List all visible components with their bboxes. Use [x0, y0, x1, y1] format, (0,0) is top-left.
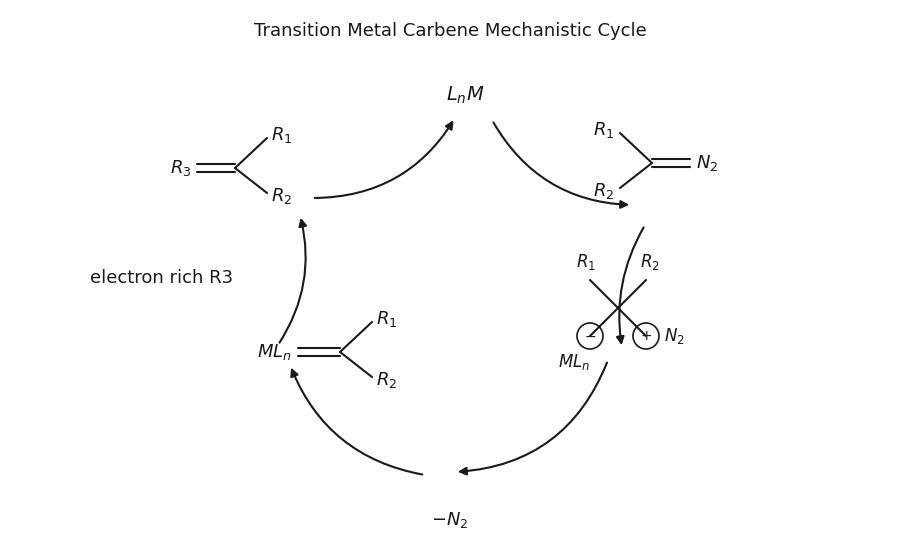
FancyArrowPatch shape	[460, 362, 607, 474]
Text: $R_1$: $R_1$	[592, 120, 614, 140]
Text: $R_1$: $R_1$	[576, 252, 596, 272]
Text: $R_2$: $R_2$	[271, 186, 292, 206]
Text: $R_1$: $R_1$	[271, 125, 292, 145]
Text: $R_2$: $R_2$	[376, 370, 397, 390]
Text: $-N_2$: $-N_2$	[431, 510, 469, 530]
FancyArrowPatch shape	[280, 220, 306, 343]
Text: $R_1$: $R_1$	[376, 309, 398, 329]
Text: $N_2$: $N_2$	[664, 326, 685, 346]
Text: $R_2$: $R_2$	[593, 181, 614, 201]
Text: $ML_n$: $ML_n$	[257, 342, 292, 362]
FancyArrowPatch shape	[292, 370, 422, 474]
Text: $N_2$: $N_2$	[696, 153, 718, 173]
Text: $ML_n$: $ML_n$	[558, 352, 590, 372]
Text: electron rich R3: electron rich R3	[90, 269, 233, 287]
FancyArrowPatch shape	[617, 227, 644, 343]
Text: $R_3$: $R_3$	[169, 158, 191, 178]
Text: $-$: $-$	[584, 329, 596, 343]
Text: Transition Metal Carbene Mechanistic Cycle: Transition Metal Carbene Mechanistic Cyc…	[254, 22, 646, 40]
Text: $+$: $+$	[640, 329, 652, 343]
FancyArrowPatch shape	[315, 122, 453, 198]
Text: $R_2$: $R_2$	[640, 252, 660, 272]
FancyArrowPatch shape	[493, 123, 627, 208]
Text: $L_nM$: $L_nM$	[446, 85, 484, 106]
